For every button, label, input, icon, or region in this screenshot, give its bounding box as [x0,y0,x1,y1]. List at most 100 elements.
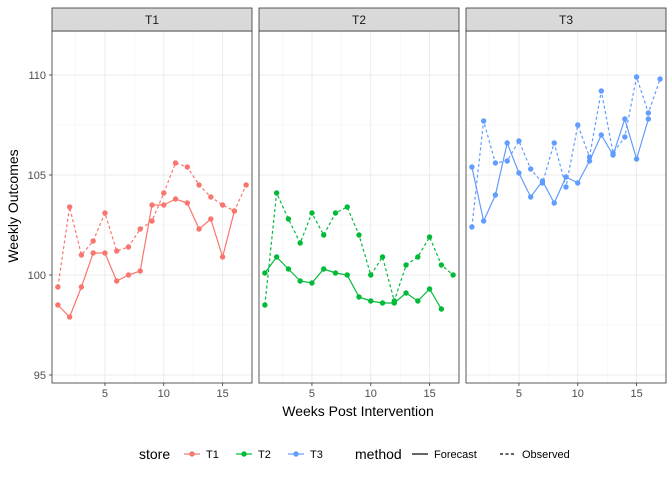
data-point [528,194,534,200]
data-point [622,134,628,140]
legend-title-store: store [139,446,170,462]
data-point [55,284,61,290]
y-tick-label: 110 [28,70,46,82]
data-point [149,202,155,208]
series-line-t3-forecast [471,116,649,223]
data-point [332,210,339,216]
data-point [657,76,663,82]
data-point [125,272,132,278]
data-point [645,110,652,116]
data-point [563,174,569,180]
data-point [356,294,362,300]
data-point [208,194,214,200]
data-point [633,74,640,80]
facet-panel-t3: T3 5 10 15 [465,7,667,400]
data-point [426,234,433,240]
data-point [219,202,226,208]
data-point [438,262,445,268]
facet-panels: T1 5 10 15 T2 5 10 15 T3 5 10 15 [51,7,667,400]
data-point [114,248,120,254]
data-point [551,200,557,206]
data-point [90,250,96,256]
data-point [438,306,445,312]
data-point [184,164,190,170]
series-line-t1-forecast [57,198,235,319]
legend-label: T3 [310,449,323,461]
data-point [598,132,604,138]
data-point [172,160,179,166]
data-point [243,182,249,188]
legend-key-point [241,451,247,457]
x-tick-label: 10 [572,388,584,400]
data-point [480,118,487,124]
data-point [586,158,593,164]
data-point [368,272,374,278]
facet-panel-t2: T2 5 10 15 [258,7,460,400]
data-point [285,266,292,272]
data-point [379,254,386,260]
data-point [184,200,190,206]
data-point [504,140,510,146]
data-point [66,204,73,210]
data-point [403,290,409,296]
data-point [172,196,179,202]
data-point [415,298,421,304]
panel-background [466,31,666,383]
data-point [551,140,557,146]
data-point [262,270,268,276]
x-tick-label: 15 [423,388,435,400]
data-point [149,218,155,224]
data-point [102,210,108,216]
data-point [610,152,616,158]
x-tick-label: 10 [365,388,377,400]
facet-strip [465,7,667,32]
data-point [516,138,522,144]
data-point [321,232,327,238]
data-point [78,252,85,258]
data-point [161,190,167,196]
facet-panel-t1: T1 5 10 15 [51,7,253,400]
data-point [231,208,238,214]
data-point [273,190,280,196]
data-point [391,300,397,306]
panel-background [259,31,459,383]
facet-strip [51,7,253,32]
x-axis-title: Weeks Post Intervention [282,403,433,419]
data-point [66,314,73,320]
legend: store T1 T2 T3 method Forecast Observed [139,446,570,462]
data-point [622,116,628,122]
facet-strip-label: T1 [145,13,159,27]
data-point [563,184,569,190]
data-point [356,232,362,238]
data-point [344,272,350,278]
data-point [285,216,292,222]
data-point [633,156,640,162]
data-point [450,272,456,278]
data-point [528,166,534,172]
data-point [208,216,214,222]
data-point [78,284,85,290]
legend-item-t3: T3 [288,449,323,461]
x-tick-label: 5 [516,388,522,400]
y-axis: 95 100 105 110 [28,70,52,382]
facet-strip-label: T3 [559,13,573,27]
y-axis-title: Weekly Outcomes [5,149,21,262]
data-point [297,240,303,246]
data-point [219,254,226,260]
legend-label: Forecast [434,449,477,461]
data-point [344,204,350,210]
data-point [492,160,499,166]
data-point [598,88,604,94]
data-point [309,210,315,216]
y-tick-label: 100 [28,270,46,282]
x-tick-label: 10 [158,388,170,400]
data-point [379,300,386,306]
y-tick-label: 95 [34,370,46,382]
data-point [55,302,61,308]
x-tick-label: 5 [102,388,108,400]
data-point [469,224,475,230]
legend-item-observed: Observed [500,449,570,461]
data-point [196,226,202,232]
data-point [469,164,475,170]
